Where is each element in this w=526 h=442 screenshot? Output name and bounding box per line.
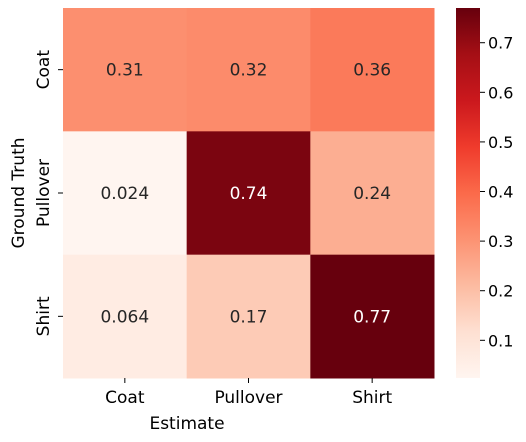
y-tick-label: Pullover [34, 159, 54, 227]
cell-value-label: 0.24 [353, 184, 391, 204]
colorbar-tick-label: 0.2 [488, 282, 513, 301]
colorbar-tick-label: 0.4 [488, 183, 513, 202]
cell-value-label: 0.32 [230, 61, 268, 81]
cell-value-label: 0.36 [353, 61, 391, 81]
x-axis-label: Estimate [149, 414, 224, 434]
colorbar-tick-label: 0.5 [488, 133, 513, 152]
y-tick-label: Shirt [34, 296, 54, 336]
heatmap-cell [63, 8, 188, 132]
cell-value-label: 0.77 [353, 307, 391, 327]
heatmap-cells [63, 8, 435, 379]
heatmap-cell [310, 254, 435, 379]
x-tick-label: Shirt [352, 388, 392, 408]
heatmap-cell [186, 8, 311, 132]
colorbar-tick-label: 0.3 [488, 232, 513, 251]
x-tick-label: Coat [105, 388, 145, 408]
colorbar-tick-label: 0.1 [488, 331, 513, 350]
heatmap-cell [310, 8, 435, 132]
heatmap-cell [310, 131, 435, 256]
colorbar-ticks: 0.1 0.2 0.3 0.4 0.5 0.6 0.7 [480, 34, 513, 350]
cell-value-label: 0.024 [100, 184, 149, 204]
x-axis: Coat Pullover Shirt [105, 378, 392, 408]
heatmap-cell [186, 131, 311, 256]
heatmap-cell [63, 254, 188, 379]
colorbar-tick-label: 0.6 [488, 83, 513, 102]
colorbar [456, 8, 480, 378]
heatmap-cell [63, 131, 188, 256]
colorbar-tick-label: 0.7 [488, 34, 513, 53]
x-tick-label: Pullover [214, 388, 282, 408]
cell-value-label: 0.064 [100, 307, 149, 327]
cell-value-label: 0.17 [230, 307, 268, 327]
heatmap-cell [186, 254, 311, 379]
y-tick-label: Coat [34, 50, 54, 90]
y-axis-label: Ground Truth [9, 137, 29, 248]
heatmap-cell-labels: 0.31 0.32 0.36 0.024 0.74 0.24 0.064 0.17 0.77 [100, 61, 391, 328]
y-axis: Coat Pullover Shirt [34, 50, 63, 336]
cell-value-label: 0.74 [230, 184, 268, 204]
cell-value-label: 0.31 [106, 61, 144, 81]
